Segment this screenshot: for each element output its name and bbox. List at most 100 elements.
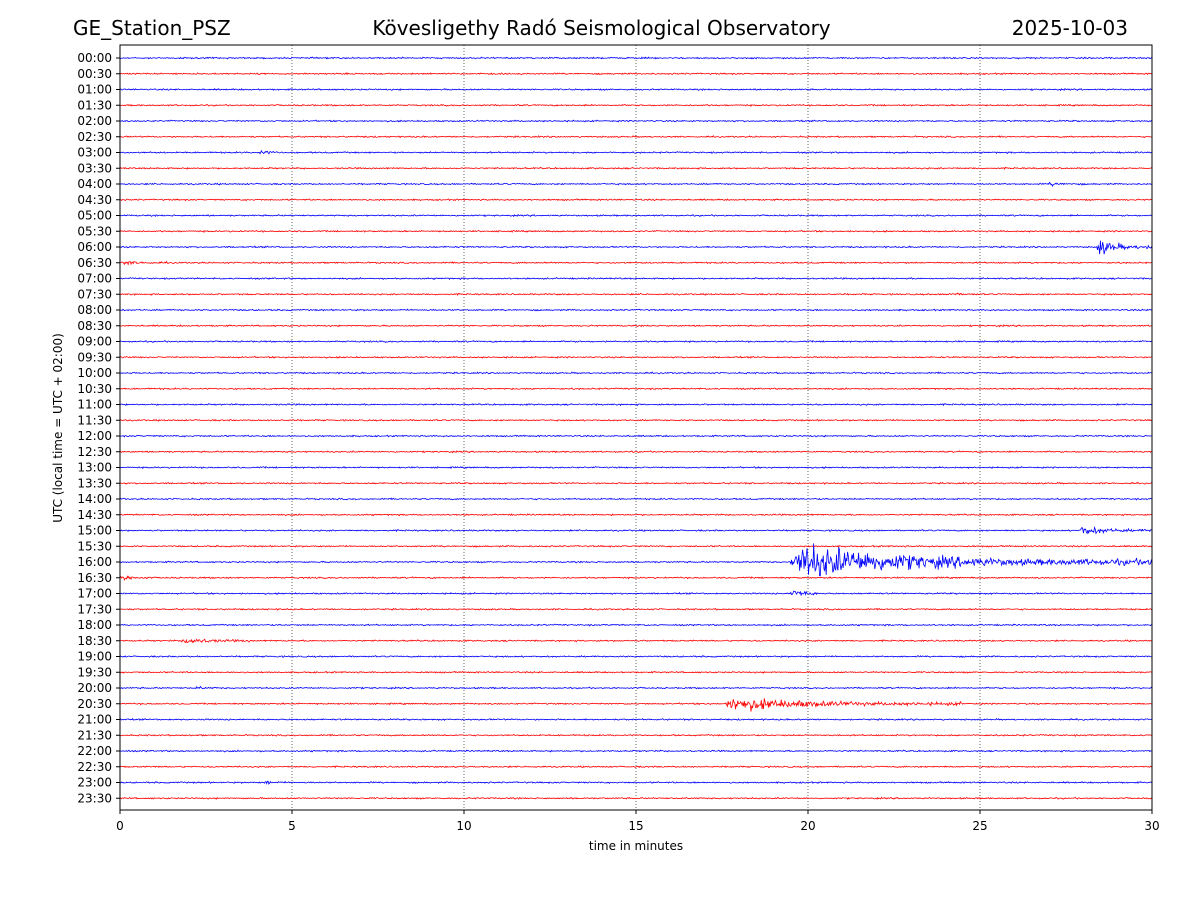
y-tick-label: 05:30 (77, 224, 112, 238)
y-tick-label: 00:30 (77, 67, 112, 81)
y-tick-label: 11:30 (77, 413, 112, 427)
trace-line (119, 240, 1153, 255)
station-name: GE_Station_PSZ (73, 16, 231, 40)
trace-line (119, 733, 1153, 737)
trace-line (119, 465, 1153, 470)
y-tick-label: 03:00 (77, 146, 112, 160)
trace-line (119, 497, 1153, 501)
trace-line (119, 434, 1153, 438)
y-tick-label: 15:00 (77, 524, 112, 538)
x-tick-label: 30 (1144, 819, 1159, 833)
trace-line (119, 166, 1153, 171)
x-tick-label: 15 (628, 819, 643, 833)
trace-line (119, 450, 1153, 454)
trace-line (119, 324, 1153, 328)
trace-line (119, 403, 1153, 407)
trace-line (119, 56, 1153, 60)
y-tick-label: 17:00 (77, 587, 112, 601)
y-tick-label: 02:00 (77, 114, 112, 128)
trace-line (119, 213, 1153, 218)
y-tick-label: 20:30 (77, 697, 112, 711)
trace-line (119, 260, 1153, 266)
y-tick-label: 19:30 (77, 665, 112, 679)
trace-line (119, 780, 1153, 785)
trace-line (119, 796, 1153, 800)
trace-line (119, 543, 1153, 577)
trace-line (119, 513, 1153, 517)
trace-line (119, 198, 1153, 202)
trace-line (119, 638, 1153, 644)
y-tick-label: 18:00 (77, 618, 112, 632)
y-tick-label: 21:30 (77, 728, 112, 742)
chart-date: 2025-10-03 (1011, 16, 1128, 40)
y-tick-label: 06:30 (77, 256, 112, 270)
plot-area (120, 45, 1152, 810)
x-axis-label: time in minutes (589, 839, 683, 853)
y-tick-label: 16:00 (77, 555, 112, 569)
trace-line (119, 292, 1153, 297)
trace-line (119, 749, 1153, 753)
y-tick-label: 10:00 (77, 366, 112, 380)
trace-line (119, 308, 1153, 312)
trace-line (119, 181, 1153, 188)
y-tick-label: 12:00 (77, 429, 112, 443)
trace-line (119, 607, 1153, 611)
y-tick-label: 13:30 (77, 476, 112, 490)
trace-line (119, 339, 1153, 344)
trace-line (119, 119, 1153, 123)
trace-line (119, 418, 1153, 422)
y-tick-label: 06:00 (77, 240, 112, 254)
y-tick-label: 05:00 (77, 209, 112, 223)
y-tick-label: 13:00 (77, 461, 112, 475)
x-tick-label: 10 (456, 819, 471, 833)
trace-line (119, 765, 1153, 769)
x-tick-label: 25 (972, 819, 987, 833)
x-tick-label: 5 (288, 819, 296, 833)
trace-line (119, 387, 1153, 391)
x-tick-label: 20 (800, 819, 815, 833)
x-tick-label: 0 (116, 819, 124, 833)
trace-line (119, 525, 1153, 535)
y-tick-label: 16:30 (77, 571, 112, 585)
y-tick-label: 01:30 (77, 98, 112, 112)
y-tick-label: 03:30 (77, 161, 112, 175)
y-tick-label: 18:30 (77, 634, 112, 648)
y-tick-label: 00:00 (77, 51, 112, 65)
trace-line (119, 670, 1153, 674)
y-tick-label: 04:30 (77, 193, 112, 207)
y-tick-label: 02:30 (77, 130, 112, 144)
y-tick-label: 12:30 (77, 445, 112, 459)
trace-line (119, 544, 1153, 548)
trace-line (119, 229, 1153, 234)
trace-line (119, 72, 1153, 76)
trace-line (119, 575, 1153, 581)
y-tick-label: 23:00 (77, 776, 112, 790)
y-tick-label: 08:00 (77, 303, 112, 317)
y-tick-label: 15:30 (77, 539, 112, 553)
y-tick-label: 23:30 (77, 791, 112, 805)
y-tick-label: 22:30 (77, 760, 112, 774)
y-tick-label: 22:00 (77, 744, 112, 758)
x-axis-ticks: 0 5 10 15 20 25 30 (116, 810, 1160, 833)
trace-line (119, 87, 1152, 92)
y-tick-label: 11:00 (77, 398, 112, 412)
y-tick-label: 01:00 (77, 83, 112, 97)
y-tick-label: 07:00 (77, 272, 112, 286)
y-tick-label: 07:30 (77, 287, 112, 301)
y-tick-label: 09:30 (77, 350, 112, 364)
y-tick-label: 08:30 (77, 319, 112, 333)
y-tick-label: 17:30 (77, 602, 112, 616)
y-tick-label: 14:30 (77, 508, 112, 522)
trace-line (119, 149, 1153, 155)
trace-line (119, 623, 1153, 627)
seismogram-traces (119, 56, 1153, 800)
chart-title: Kövesligethy Radó Seismological Observat… (372, 16, 831, 40)
trace-line (119, 654, 1153, 659)
y-tick-label: 19:00 (77, 650, 112, 664)
y-tick-label: 09:00 (77, 335, 112, 349)
trace-line (119, 685, 1153, 690)
y-tick-label: 14:00 (77, 492, 112, 506)
trace-line (119, 481, 1153, 485)
